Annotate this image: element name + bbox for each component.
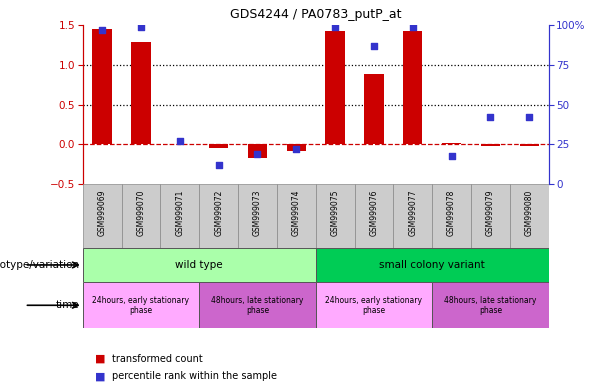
Point	[524, 114, 534, 121]
Point	[253, 151, 262, 157]
Text: GSM999071: GSM999071	[175, 189, 185, 236]
Bar	[248, 144, 267, 158]
Title: GDS4244 / PA0783_putP_at: GDS4244 / PA0783_putP_at	[230, 8, 402, 21]
Bar	[481, 144, 500, 146]
Text: wild type: wild type	[175, 260, 223, 270]
Bar	[354, 184, 394, 248]
Bar	[442, 143, 462, 144]
Bar	[93, 29, 112, 144]
Bar	[316, 282, 432, 328]
Bar	[510, 184, 549, 248]
Bar	[432, 282, 549, 328]
Point	[136, 23, 146, 30]
Text: ■: ■	[95, 371, 105, 381]
Text: GSM999073: GSM999073	[253, 189, 262, 236]
Text: GSM999079: GSM999079	[486, 189, 495, 236]
Text: small colony variant: small colony variant	[379, 260, 485, 270]
Bar	[519, 144, 539, 146]
Bar	[199, 282, 316, 328]
Point	[447, 152, 457, 159]
Point	[330, 23, 340, 30]
Bar	[121, 184, 161, 248]
Text: 24hours, early stationary
phase: 24hours, early stationary phase	[326, 296, 422, 315]
Bar	[161, 184, 199, 248]
Bar	[394, 184, 432, 248]
Text: GSM999076: GSM999076	[370, 189, 378, 236]
Text: percentile rank within the sample: percentile rank within the sample	[112, 371, 277, 381]
Text: time: time	[56, 300, 80, 310]
Text: GSM999080: GSM999080	[525, 189, 534, 236]
Point	[97, 26, 107, 33]
Bar	[277, 184, 316, 248]
Bar	[326, 31, 345, 144]
Point	[408, 23, 417, 30]
Point	[291, 146, 301, 152]
Bar	[83, 282, 199, 328]
Text: GSM999075: GSM999075	[330, 189, 340, 236]
Bar	[403, 31, 422, 144]
Text: GSM999078: GSM999078	[447, 189, 456, 236]
Text: 48hours, late stationary
phase: 48hours, late stationary phase	[444, 296, 536, 315]
Text: GSM999069: GSM999069	[97, 189, 107, 236]
Bar	[316, 248, 549, 282]
Bar	[83, 184, 121, 248]
Bar	[199, 184, 238, 248]
Bar	[238, 184, 277, 248]
Text: 48hours, late stationary
phase: 48hours, late stationary phase	[211, 296, 303, 315]
Bar	[364, 74, 384, 144]
Point	[485, 114, 495, 121]
Bar	[83, 248, 316, 282]
Bar	[131, 43, 151, 144]
Text: GSM999070: GSM999070	[137, 189, 145, 236]
Bar	[471, 184, 510, 248]
Text: genotype/variation: genotype/variation	[0, 260, 80, 270]
Text: transformed count: transformed count	[112, 354, 203, 364]
Bar	[432, 184, 471, 248]
Text: ■: ■	[95, 354, 105, 364]
Text: GSM999074: GSM999074	[292, 189, 301, 236]
Point	[369, 43, 379, 49]
Bar	[316, 184, 354, 248]
Point	[214, 162, 224, 168]
Point	[175, 138, 185, 144]
Text: GSM999077: GSM999077	[408, 189, 417, 236]
Bar	[287, 144, 306, 151]
Text: GSM999072: GSM999072	[214, 189, 223, 236]
Bar	[209, 144, 228, 149]
Text: 24hours, early stationary
phase: 24hours, early stationary phase	[93, 296, 189, 315]
